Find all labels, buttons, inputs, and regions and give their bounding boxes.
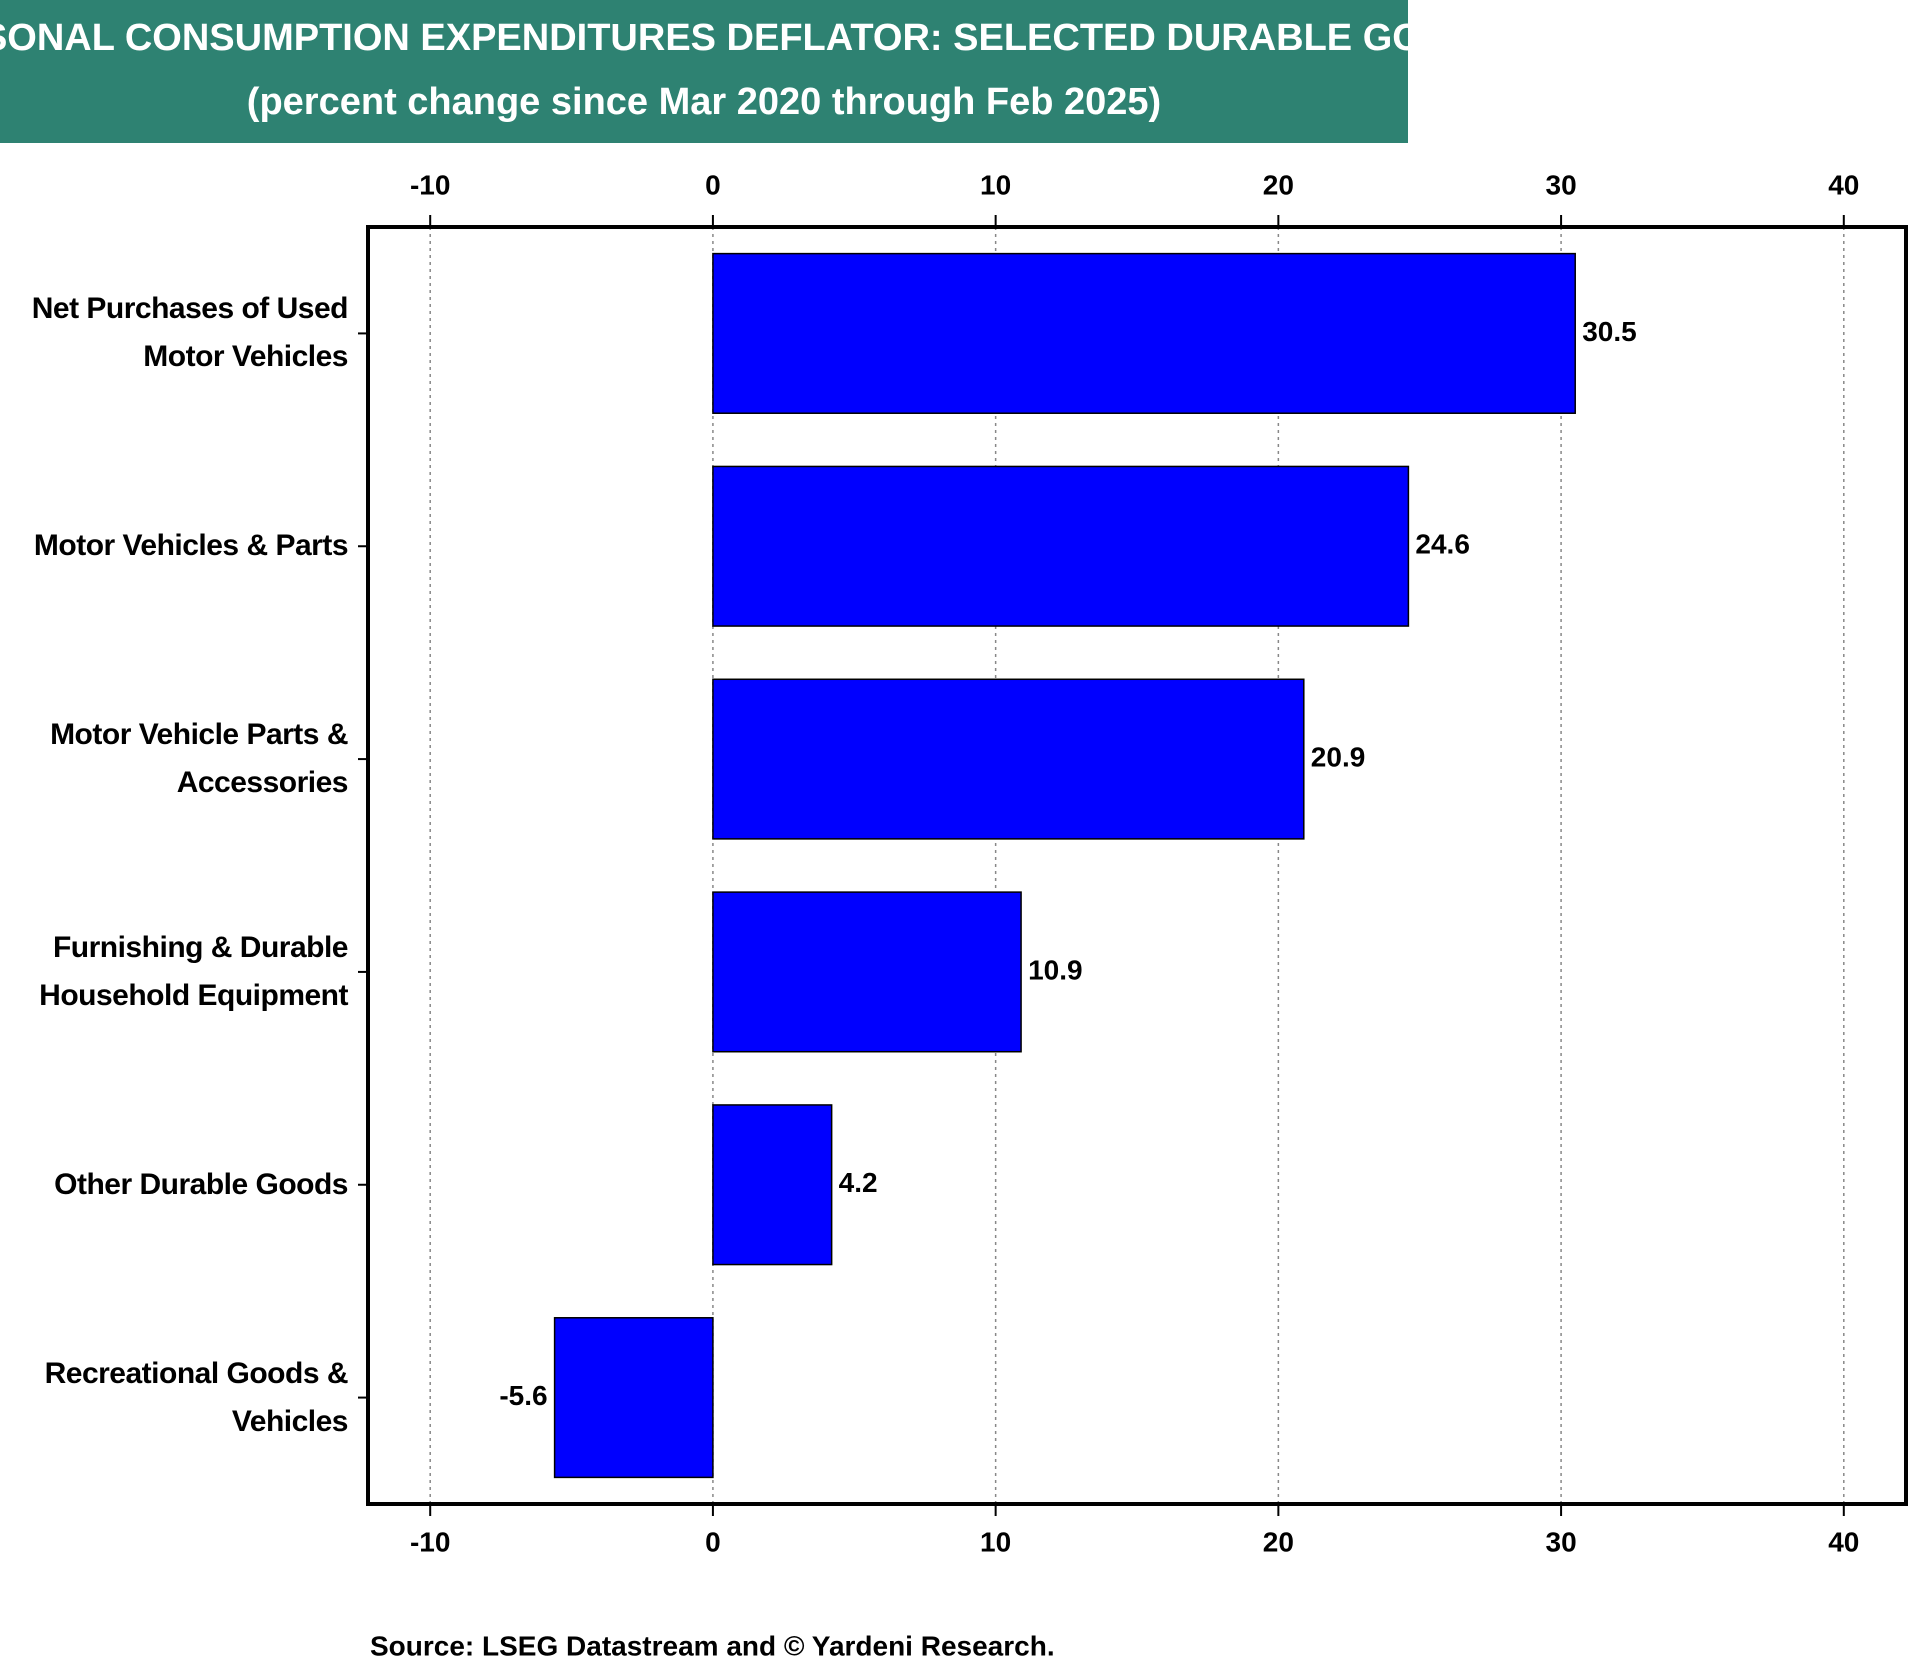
chart-subtitle: (percent change since Mar 2020 through F… xyxy=(247,81,1161,123)
x-tick-label-bottom: 20 xyxy=(1263,1526,1294,1557)
value-label: 24.6 xyxy=(1415,529,1470,560)
y-tick-label: Other Durable Goods xyxy=(54,1167,348,1201)
title-banner xyxy=(0,0,1408,143)
y-tick-label: Motor Vehicles & Parts xyxy=(33,529,349,563)
y-tick-label: Net Purchases of Used Motor Vehicles xyxy=(31,292,349,374)
x-tick-label-bottom: 0 xyxy=(705,1526,721,1557)
y-tick-label: Motor Vehicle Parts & Accessories xyxy=(50,718,348,800)
bar xyxy=(712,252,1576,414)
y-tick-label: Furnishing & Durable Household Equipment xyxy=(39,930,348,1012)
x-tick-label-top: 10 xyxy=(980,169,1011,200)
bar xyxy=(712,678,1305,840)
x-tick-label-top: -10 xyxy=(410,169,450,200)
source-note: Source: LSEG Datastream and © Yardeni Re… xyxy=(370,1630,1055,1661)
x-tick-label-bottom: -10 xyxy=(410,1526,450,1557)
value-label: 20.9 xyxy=(1311,741,1366,772)
x-tick-label-top: 40 xyxy=(1828,169,1859,200)
x-tick-label-bottom: 10 xyxy=(980,1526,1011,1557)
x-tick-label-top: 20 xyxy=(1263,169,1294,200)
x-tick-label-bottom: 30 xyxy=(1546,1526,1577,1557)
value-label: 30.5 xyxy=(1582,316,1637,347)
x-tick-label-top: 30 xyxy=(1546,169,1577,200)
value-label: 4.2 xyxy=(839,1167,878,1198)
value-label: -5.6 xyxy=(499,1380,547,1411)
x-tick-label-bottom: 40 xyxy=(1828,1526,1859,1557)
x-tick-label-top: 0 xyxy=(705,169,721,200)
bar xyxy=(553,1317,714,1479)
value-label: 10.9 xyxy=(1028,954,1083,985)
y-tick-label: Recreational Goods & Vehicles xyxy=(44,1356,349,1438)
chart-title: PERSONAL CONSUMPTION EXPENDITURES DEFLAT… xyxy=(0,17,1504,59)
plot-frame xyxy=(366,225,1908,1506)
bar xyxy=(712,1104,833,1266)
bar xyxy=(712,891,1022,1053)
bar xyxy=(712,465,1410,627)
